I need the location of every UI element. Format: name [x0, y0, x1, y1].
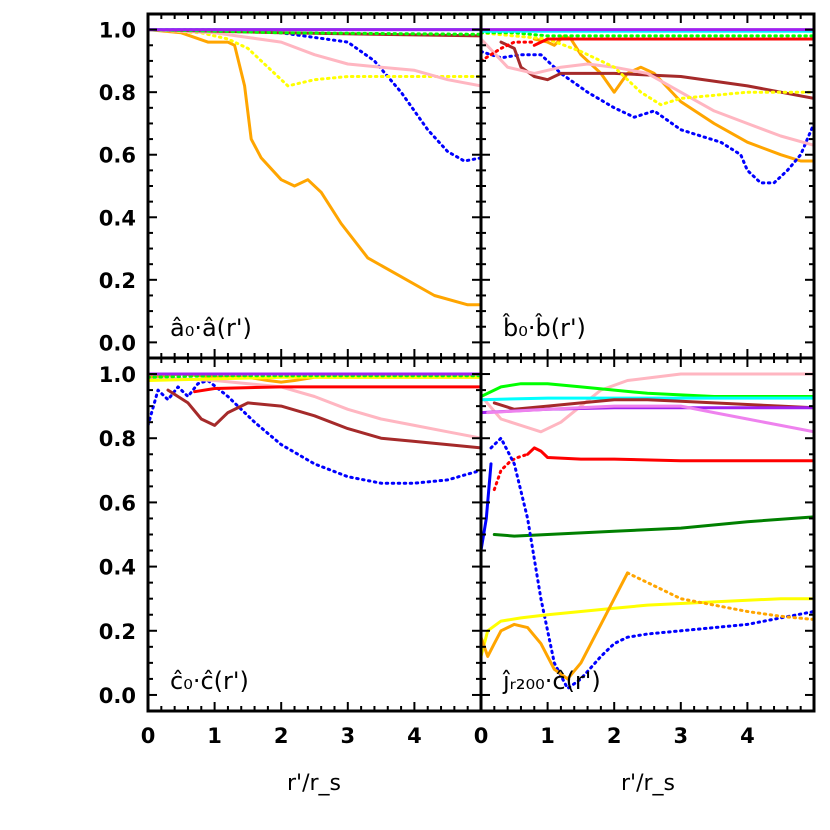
series-d-red-dotted [492, 452, 530, 492]
series-group-c [148, 372, 481, 485]
x-axis-title-left: r'/r_s [287, 771, 341, 796]
panel-a: â₀·â(r') [146, 12, 483, 360]
series-d-pink [482, 372, 814, 434]
tick-labels: 0.0 0.2 0.4 0.6 0.8 1.0 0.0 0.2 0.4 0.6 0.8 1.0 0 1 2 3… [99, 19, 755, 748]
series-d-red [526, 446, 814, 463]
y-tick-label: 0.2 [99, 620, 136, 644]
x-tick-label: 4 [740, 724, 755, 748]
y-tick-label: 1.0 [99, 363, 136, 387]
series-d-blue-dotted [489, 436, 814, 690]
series-b-red-dotted [481, 40, 536, 63]
panel-c-label: ĉ₀·ĉ(r') [170, 667, 249, 695]
x-tick-label: 1 [540, 724, 555, 748]
y-tick-label: 0.8 [99, 81, 136, 105]
x-tick-label: 0 [141, 724, 156, 748]
x-tick-label: 3 [673, 724, 688, 748]
series-b-brown [499, 40, 814, 100]
y-tick-label: 0.8 [99, 427, 136, 451]
panel-a-label: â₀·â(r') [170, 314, 252, 342]
series-a-orange [148, 28, 481, 307]
series-d-brown [492, 398, 814, 411]
panel-c: ĉ₀·ĉ(r') [146, 356, 483, 713]
y-tick-label: 0.0 [99, 331, 136, 355]
x-tick-label: 3 [340, 724, 355, 748]
x-axis-title-right: r'/r_s [621, 771, 675, 796]
x-tick-label: 0 [474, 724, 489, 748]
series-b-red [532, 37, 814, 47]
series-b-green [481, 31, 814, 38]
series-group-a [148, 28, 481, 307]
series-d-darkgreen [492, 515, 814, 538]
x-tick-label: 1 [207, 724, 222, 748]
y-tick-label: 0.6 [99, 144, 136, 168]
series-d-yellow [481, 597, 814, 658]
series-c-green [148, 374, 481, 379]
series-group-d [481, 372, 814, 690]
x-tick-label: 2 [607, 724, 622, 748]
panel-b-label: b̂₀·b̂(r') [502, 314, 586, 342]
series-c-brown [166, 388, 481, 450]
x-tick-label: 4 [407, 724, 422, 748]
series-c-red [193, 385, 481, 394]
series-b-orange [532, 34, 814, 163]
series-a-blue [148, 28, 481, 163]
panel-b-frame [479, 12, 816, 360]
panel-d-ticks [480, 358, 815, 711]
x-tick-label: 2 [274, 724, 289, 748]
panel-c-frame [146, 356, 483, 713]
y-tick-label: 0.2 [99, 269, 136, 293]
series-d-orange [481, 571, 629, 681]
series-a-yellow [148, 28, 481, 88]
series-b-blue [481, 50, 814, 185]
series-b-yellow [481, 31, 814, 107]
y-tick-label: 0.4 [99, 206, 136, 230]
panel-d-label: ĵᵣ₂₀₀·ĉ(r') [502, 667, 601, 695]
panel-c-ticks [147, 358, 482, 711]
panel-b-ticks [480, 14, 815, 358]
series-a-pink [148, 28, 481, 88]
y-tick-label: 0.6 [99, 491, 136, 515]
panel-b: b̂₀·b̂(r') [479, 12, 816, 360]
series-b-pink [481, 37, 814, 147]
series-group-b [481, 28, 814, 185]
series-d-orange-dotted [626, 571, 814, 621]
series-c-yellow [148, 375, 481, 382]
y-tick-label: 0.4 [99, 556, 136, 580]
series-d-cyan [481, 396, 814, 402]
series-d-green [481, 382, 814, 398]
series-c-pink [148, 375, 481, 440]
series-d-blue [481, 462, 493, 552]
panel-d: ĵᵣ₂₀₀·ĉ(r') [479, 356, 816, 713]
y-tick-label: 1.0 [99, 19, 136, 43]
series-d-violet [486, 404, 814, 434]
y-tick-label: 0.0 [99, 684, 136, 708]
